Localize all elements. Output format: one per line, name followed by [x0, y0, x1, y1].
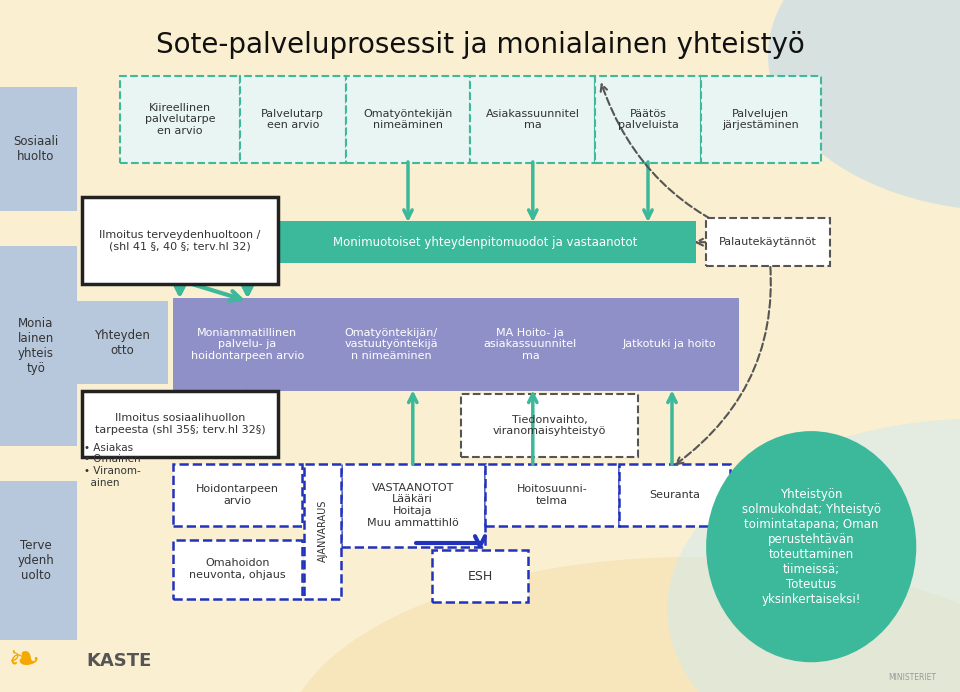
- FancyBboxPatch shape: [173, 540, 302, 599]
- Text: • Asiakas
• Omainen
• Viranom-
  ainen: • Asiakas • Omainen • Viranom- ainen: [84, 443, 141, 488]
- FancyBboxPatch shape: [82, 197, 278, 284]
- FancyBboxPatch shape: [619, 464, 730, 526]
- Ellipse shape: [667, 419, 960, 692]
- Text: Terve
ydenh
uolto: Terve ydenh uolto: [17, 539, 55, 582]
- Text: ❧: ❧: [8, 642, 40, 680]
- FancyBboxPatch shape: [120, 76, 240, 163]
- Text: KASTE: KASTE: [86, 652, 152, 670]
- Text: Yhteyden
otto: Yhteyden otto: [94, 329, 151, 356]
- FancyBboxPatch shape: [701, 76, 821, 163]
- Text: Omatyöntekijän/
vastuutyöntekijä
n nimeäminen: Omatyöntekijän/ vastuutyöntekijä n nimeä…: [345, 328, 438, 361]
- Text: Jatkotuki ja hoito: Jatkotuki ja hoito: [623, 339, 716, 349]
- FancyBboxPatch shape: [82, 391, 278, 457]
- Text: Palautekäytännöt: Palautekäytännöt: [719, 237, 817, 247]
- Ellipse shape: [283, 557, 960, 692]
- FancyBboxPatch shape: [173, 464, 302, 526]
- FancyBboxPatch shape: [470, 76, 595, 163]
- FancyBboxPatch shape: [461, 298, 600, 391]
- Text: Hoitosuunni-
telma: Hoitosuunni- telma: [516, 484, 588, 506]
- Text: Moniammatillinen
palvelu- ja
hoidontarpeen arvio: Moniammatillinen palvelu- ja hoidontarpe…: [191, 328, 303, 361]
- Text: Ilmoitus terveydenhuoltoon /
(shl 41 §, 40 §; terv.hl 32): Ilmoitus terveydenhuoltoon / (shl 41 §, …: [99, 230, 261, 251]
- FancyBboxPatch shape: [274, 221, 696, 263]
- FancyBboxPatch shape: [322, 298, 461, 391]
- FancyBboxPatch shape: [461, 394, 638, 457]
- FancyBboxPatch shape: [240, 76, 346, 163]
- Text: Kiireellinen
palvelutarpe
en arvio: Kiireellinen palvelutarpe en arvio: [145, 103, 215, 136]
- FancyBboxPatch shape: [341, 464, 485, 547]
- Text: VASTAANOTOT
Lääkäri
Hoitaja
Muu ammattihlö: VASTAANOTOT Lääkäri Hoitaja Muu ammattih…: [367, 483, 459, 527]
- Text: ESH: ESH: [468, 570, 492, 583]
- FancyBboxPatch shape: [600, 298, 739, 391]
- Text: Sosiaali
huolto: Sosiaali huolto: [13, 135, 59, 163]
- FancyBboxPatch shape: [346, 76, 470, 163]
- Text: Asiakassuunnitel
ma: Asiakassuunnitel ma: [486, 109, 580, 130]
- Text: Palvelutarp
een arvio: Palvelutarp een arvio: [261, 109, 324, 130]
- Ellipse shape: [768, 0, 960, 211]
- FancyBboxPatch shape: [432, 550, 528, 602]
- Text: Omahoidon
neuvonta, ohjaus: Omahoidon neuvonta, ohjaus: [189, 558, 286, 580]
- Text: Palvelujen
järjestäminen: Palvelujen järjestäminen: [723, 109, 799, 130]
- Text: Seuranta: Seuranta: [649, 490, 700, 500]
- FancyBboxPatch shape: [0, 86, 77, 211]
- Text: Sote-palveluprosessit ja monialainen yhteistyö: Sote-palveluprosessit ja monialainen yht…: [156, 31, 804, 59]
- Ellipse shape: [708, 432, 915, 661]
- Text: Monia
lainen
yhteis
työ: Monia lainen yhteis työ: [18, 317, 54, 375]
- FancyBboxPatch shape: [77, 301, 168, 384]
- FancyBboxPatch shape: [0, 246, 77, 446]
- FancyBboxPatch shape: [0, 481, 77, 640]
- Text: Omatyöntekijän
nimeäminen: Omatyöntekijän nimeäminen: [363, 109, 453, 130]
- Text: Ilmoitus sosiaalihuollon
tarpeesta (shl 35§; terv.hl 32§): Ilmoitus sosiaalihuollon tarpeesta (shl …: [95, 413, 265, 435]
- Text: MA Hoito- ja
asiakassuunnitel
ma: MA Hoito- ja asiakassuunnitel ma: [484, 328, 577, 361]
- FancyBboxPatch shape: [485, 464, 619, 526]
- FancyBboxPatch shape: [706, 218, 830, 266]
- Text: AJANVARAUS: AJANVARAUS: [318, 500, 327, 563]
- Text: Päätös
palveluista: Päätös palveluista: [617, 109, 679, 130]
- FancyBboxPatch shape: [304, 464, 341, 599]
- Text: Hoidontarpeen
arvio: Hoidontarpeen arvio: [196, 484, 279, 506]
- Text: MINISTERIET: MINISTERIET: [888, 673, 936, 682]
- Text: Tiedonvaihto,
viranomaisyhteistyö: Tiedonvaihto, viranomaisyhteistyö: [492, 415, 607, 437]
- Text: Monimuotoiset yhteydenpitomuodot ja vastaanotot: Monimuotoiset yhteydenpitomuodot ja vast…: [332, 236, 637, 248]
- FancyBboxPatch shape: [173, 298, 322, 391]
- FancyBboxPatch shape: [595, 76, 701, 163]
- Text: Yhteistyön
solmukohdat; Yhteistyö
toimintatapana; Oman
perustehtävän
toteuttamin: Yhteistyön solmukohdat; Yhteistyö toimin…: [742, 488, 880, 606]
